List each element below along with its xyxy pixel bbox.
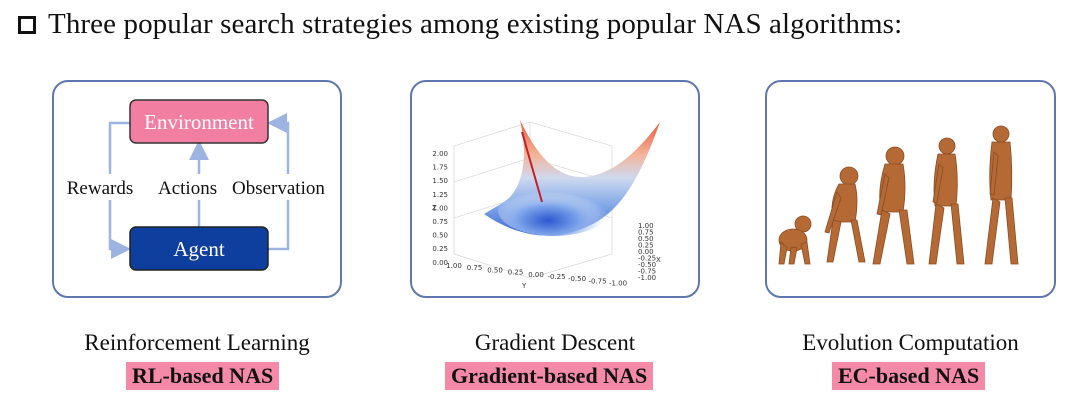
y-tick-label: 0.00 [528,271,544,279]
rl-diagram-panel: Environment Agent Rewards Actions Observ… [52,80,342,298]
z-tick-label: 1.25 [432,191,448,199]
z-tick-label: 1.00 [432,204,448,212]
z-tick-label: 1.75 [432,164,448,172]
y-tick-label: -0.75 [588,277,606,285]
z-tick-label: 0.00 [432,259,448,267]
z-tick-label: 1.50 [432,177,448,185]
y-tick-label: 1.00 [446,262,462,270]
x-tick-label: -1.00 [638,274,656,282]
rl-tag: RL-based NAS [126,362,280,390]
agent-box [129,226,269,271]
observation-label: Observation [232,178,325,199]
gd-caption: Gradient Descent [474,330,636,355]
z-tick-label: 0.25 [432,245,448,253]
page-title: Three popular search strategies among ex… [48,8,903,40]
z-tick-label: 0.50 [432,232,448,240]
x-tick-label: -0.75 [638,268,656,276]
y-tick-label: -0.50 [568,275,586,283]
x-tick-label: 0.25 [638,242,654,250]
hominid-figure-4 [928,137,965,265]
x-tick-label: 0.50 [638,235,654,243]
z-axis-label: Z [432,204,437,212]
x-tick-label: 0.75 [638,229,654,237]
ape-figure-1 [778,215,812,265]
gd-tag: Gradient-based NAS [445,362,654,390]
y-tick-label: -0.25 [547,273,565,281]
ape-figure-2 [824,166,866,263]
loss-surface-plot: 2.001.751.501.251.000.750.500.250.00 1.0… [432,120,661,290]
actions-label: Actions [158,178,217,199]
evolution-panel [765,80,1056,298]
checkbox-icon [18,15,36,34]
environment-box [129,99,269,144]
ec-tag: EC-based NAS [832,362,986,390]
ape-figure-3 [872,146,915,265]
surface-minimum [498,184,610,236]
x-tick-label: -0.50 [638,261,656,269]
x-tick-label: 0.00 [638,248,654,256]
z-tick-label: 0.75 [432,218,448,226]
environment-label: Environment [144,110,254,134]
ec-caption: Evolution Computation [802,330,1019,355]
human-figure-5 [984,125,1019,265]
descent-path [521,131,543,203]
rewards-label: Rewards [67,178,133,199]
rl-caption: Reinforcement Learning [84,330,310,355]
z-tick-label: 2.00 [432,150,448,158]
y-tick-label: 0.50 [487,266,503,274]
x-tick-label: -0.25 [638,255,656,263]
agent-label: Agent [173,237,224,261]
y-tick-label: -1.00 [609,280,627,288]
x-axis-label: X [656,256,661,264]
x-tick-label: 1.00 [638,222,654,230]
evolution-illustration [778,125,1019,265]
y-tick-label: 0.25 [508,269,524,277]
gradient-descent-panel: 2.00 1.75 1.50 1.25 1.00 0.75 0.50 0.25 0.00 1.0… [410,80,700,298]
y-tick-label: 0.75 [467,264,483,272]
header: Three popular search strategies among ex… [18,8,902,41]
y-axis-label: Y [521,282,527,290]
rl-diagram: Environment Agent Rewards Actions Observ… [60,99,336,271]
